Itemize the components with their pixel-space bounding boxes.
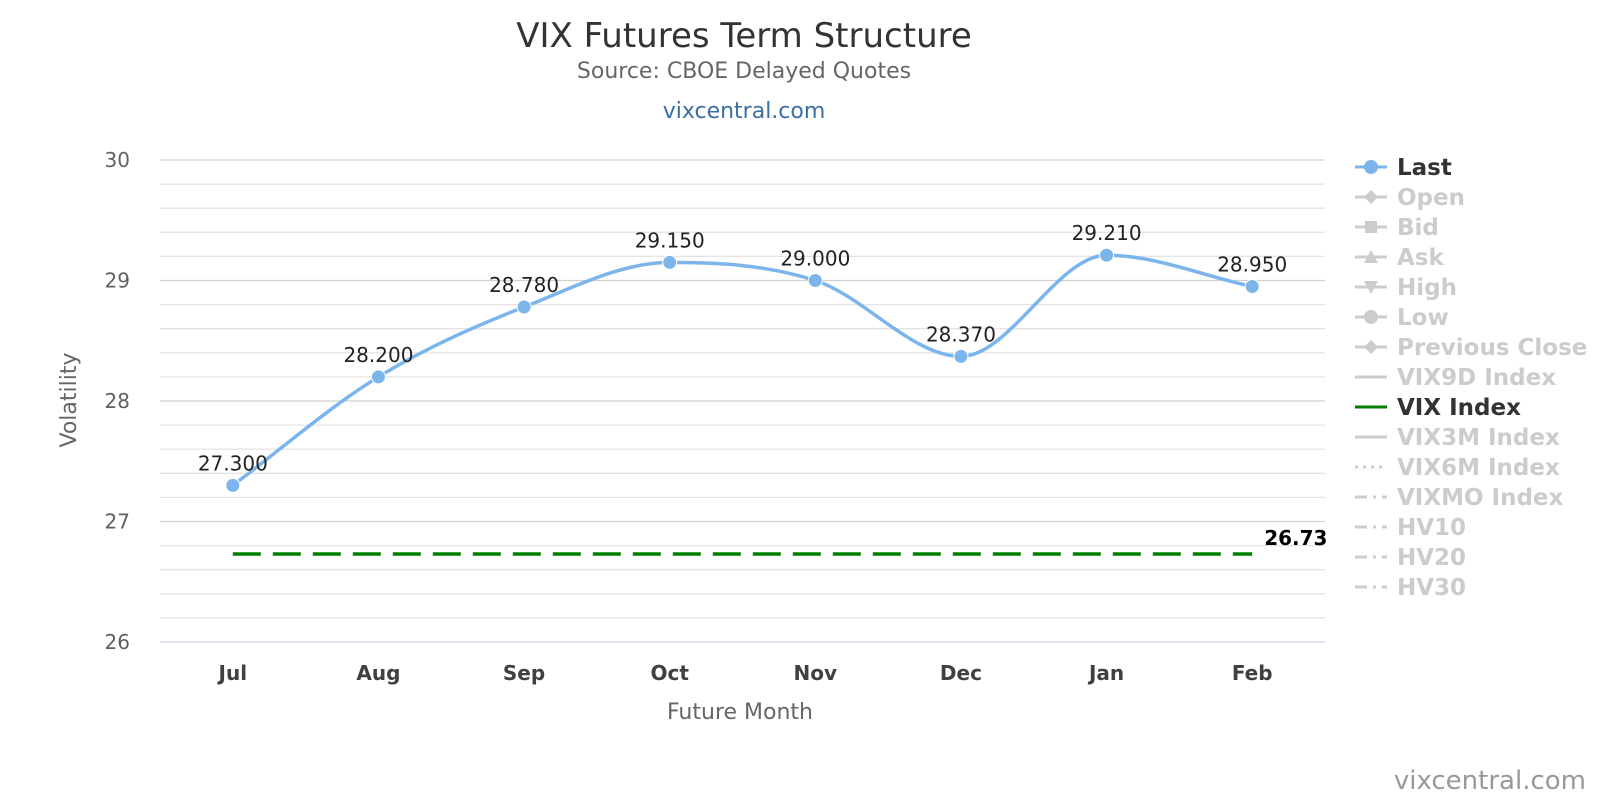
legend-label: VIX3M Index bbox=[1397, 425, 1560, 451]
legend-item[interactable]: Ask bbox=[1355, 245, 1444, 271]
last-data-label: 28.370 bbox=[926, 322, 996, 346]
credit-text[interactable]: vixcentral.com bbox=[1394, 766, 1586, 796]
y-axis-title: Volatility bbox=[57, 352, 82, 447]
legend-item[interactable]: VIXMO Index bbox=[1355, 485, 1564, 511]
last-data-point[interactable] bbox=[370, 369, 386, 385]
x-tick-label: Sep bbox=[503, 661, 545, 685]
x-tick-label: Nov bbox=[794, 661, 838, 685]
last-data-point[interactable] bbox=[516, 299, 532, 315]
legend-label: Bid bbox=[1397, 215, 1439, 241]
y-axis-ticks: 26 27 28 29 30 bbox=[105, 148, 130, 654]
x-tick-label: Oct bbox=[650, 661, 689, 685]
legend-label: HV20 bbox=[1397, 545, 1466, 571]
legend-label: Low bbox=[1397, 305, 1449, 331]
legend-label: Last bbox=[1397, 155, 1452, 181]
legend-item[interactable]: Last bbox=[1355, 155, 1452, 181]
legend-marker bbox=[1364, 190, 1378, 204]
legend-marker bbox=[1364, 281, 1378, 294]
source-link[interactable]: vixcentral.com bbox=[663, 99, 826, 124]
legend-marker bbox=[1364, 340, 1378, 354]
legend-item[interactable]: VIX3M Index bbox=[1355, 425, 1560, 451]
last-data-label: 27.300 bbox=[198, 451, 268, 475]
legend-label: VIXMO Index bbox=[1397, 485, 1564, 511]
last-data-point[interactable] bbox=[1244, 279, 1260, 295]
last-data-point[interactable] bbox=[807, 273, 823, 288]
x-axis-title: Future Month bbox=[667, 700, 813, 725]
x-tick-label: Jan bbox=[1087, 661, 1124, 685]
legend-label: VIX Index bbox=[1397, 395, 1521, 421]
chart-subtitle: Source: CBOE Delayed Quotes bbox=[577, 59, 911, 84]
last-data-label: 29.150 bbox=[635, 228, 705, 252]
series-layer: 26.73 27.300 28.200 28.780 29.150 29.000 28.37… bbox=[198, 221, 1327, 556]
last-data-label: 29.000 bbox=[780, 247, 850, 271]
legend-label: HV30 bbox=[1397, 575, 1466, 601]
legend-item[interactable]: HV10 bbox=[1355, 515, 1466, 541]
legend-item[interactable]: Bid bbox=[1355, 215, 1439, 241]
x-tick-label: Dec bbox=[940, 661, 982, 685]
legend-item[interactable]: High bbox=[1355, 275, 1457, 301]
legend-item[interactable]: Low bbox=[1355, 305, 1449, 331]
legend-label: HV10 bbox=[1397, 515, 1466, 541]
last-data-label: 28.950 bbox=[1217, 253, 1287, 277]
last-data-label: 28.780 bbox=[489, 273, 559, 297]
chart-title: VIX Futures Term Structure bbox=[516, 16, 972, 56]
last-data-point[interactable] bbox=[953, 348, 969, 364]
y-tick-label: 29 bbox=[105, 269, 130, 293]
legend-item[interactable]: VIX Index bbox=[1355, 395, 1521, 421]
legend-item[interactable]: VIX6M Index bbox=[1355, 455, 1560, 481]
last-data-point[interactable] bbox=[662, 254, 678, 270]
gridlines bbox=[160, 159, 1325, 643]
legend-item[interactable]: VIX9D Index bbox=[1355, 365, 1556, 391]
legend-label: VIX6M Index bbox=[1397, 455, 1560, 481]
last-series-line bbox=[231, 253, 1253, 487]
last-data-label: 29.210 bbox=[1072, 221, 1142, 245]
legend-item[interactable]: HV20 bbox=[1355, 545, 1466, 571]
legend-item[interactable]: HV30 bbox=[1355, 575, 1466, 601]
legend-label: Ask bbox=[1397, 245, 1444, 271]
y-tick-label: 27 bbox=[105, 510, 130, 534]
legend-item[interactable]: Previous Close bbox=[1355, 335, 1587, 361]
legend-label: Previous Close bbox=[1397, 335, 1587, 361]
x-tick-label: Feb bbox=[1232, 661, 1273, 685]
x-tick-label: Jul bbox=[217, 661, 248, 685]
vix-index-value-label: 26.73 bbox=[1264, 526, 1327, 550]
legend-item[interactable]: Open bbox=[1355, 185, 1465, 211]
legend: Last Open Bid Ask High Low Previous Close VIX9D… bbox=[1355, 155, 1587, 601]
legend-marker bbox=[1364, 250, 1378, 263]
legend-label: High bbox=[1397, 275, 1457, 301]
y-tick-label: 28 bbox=[105, 389, 130, 413]
last-data-point[interactable] bbox=[225, 477, 241, 493]
legend-label: Open bbox=[1397, 185, 1465, 211]
x-axis-ticks: Jul Aug Sep Oct Nov Dec Jan Feb bbox=[217, 661, 1273, 685]
legend-marker bbox=[1364, 160, 1378, 174]
legend-marker bbox=[1364, 310, 1378, 324]
x-tick-label: Aug bbox=[356, 661, 400, 685]
y-tick-label: 26 bbox=[105, 630, 130, 654]
legend-marker bbox=[1365, 221, 1377, 233]
last-data-label: 28.200 bbox=[343, 343, 413, 367]
last-data-point[interactable] bbox=[1099, 247, 1115, 263]
legend-label: VIX9D Index bbox=[1397, 365, 1556, 391]
y-tick-label: 30 bbox=[105, 148, 130, 172]
